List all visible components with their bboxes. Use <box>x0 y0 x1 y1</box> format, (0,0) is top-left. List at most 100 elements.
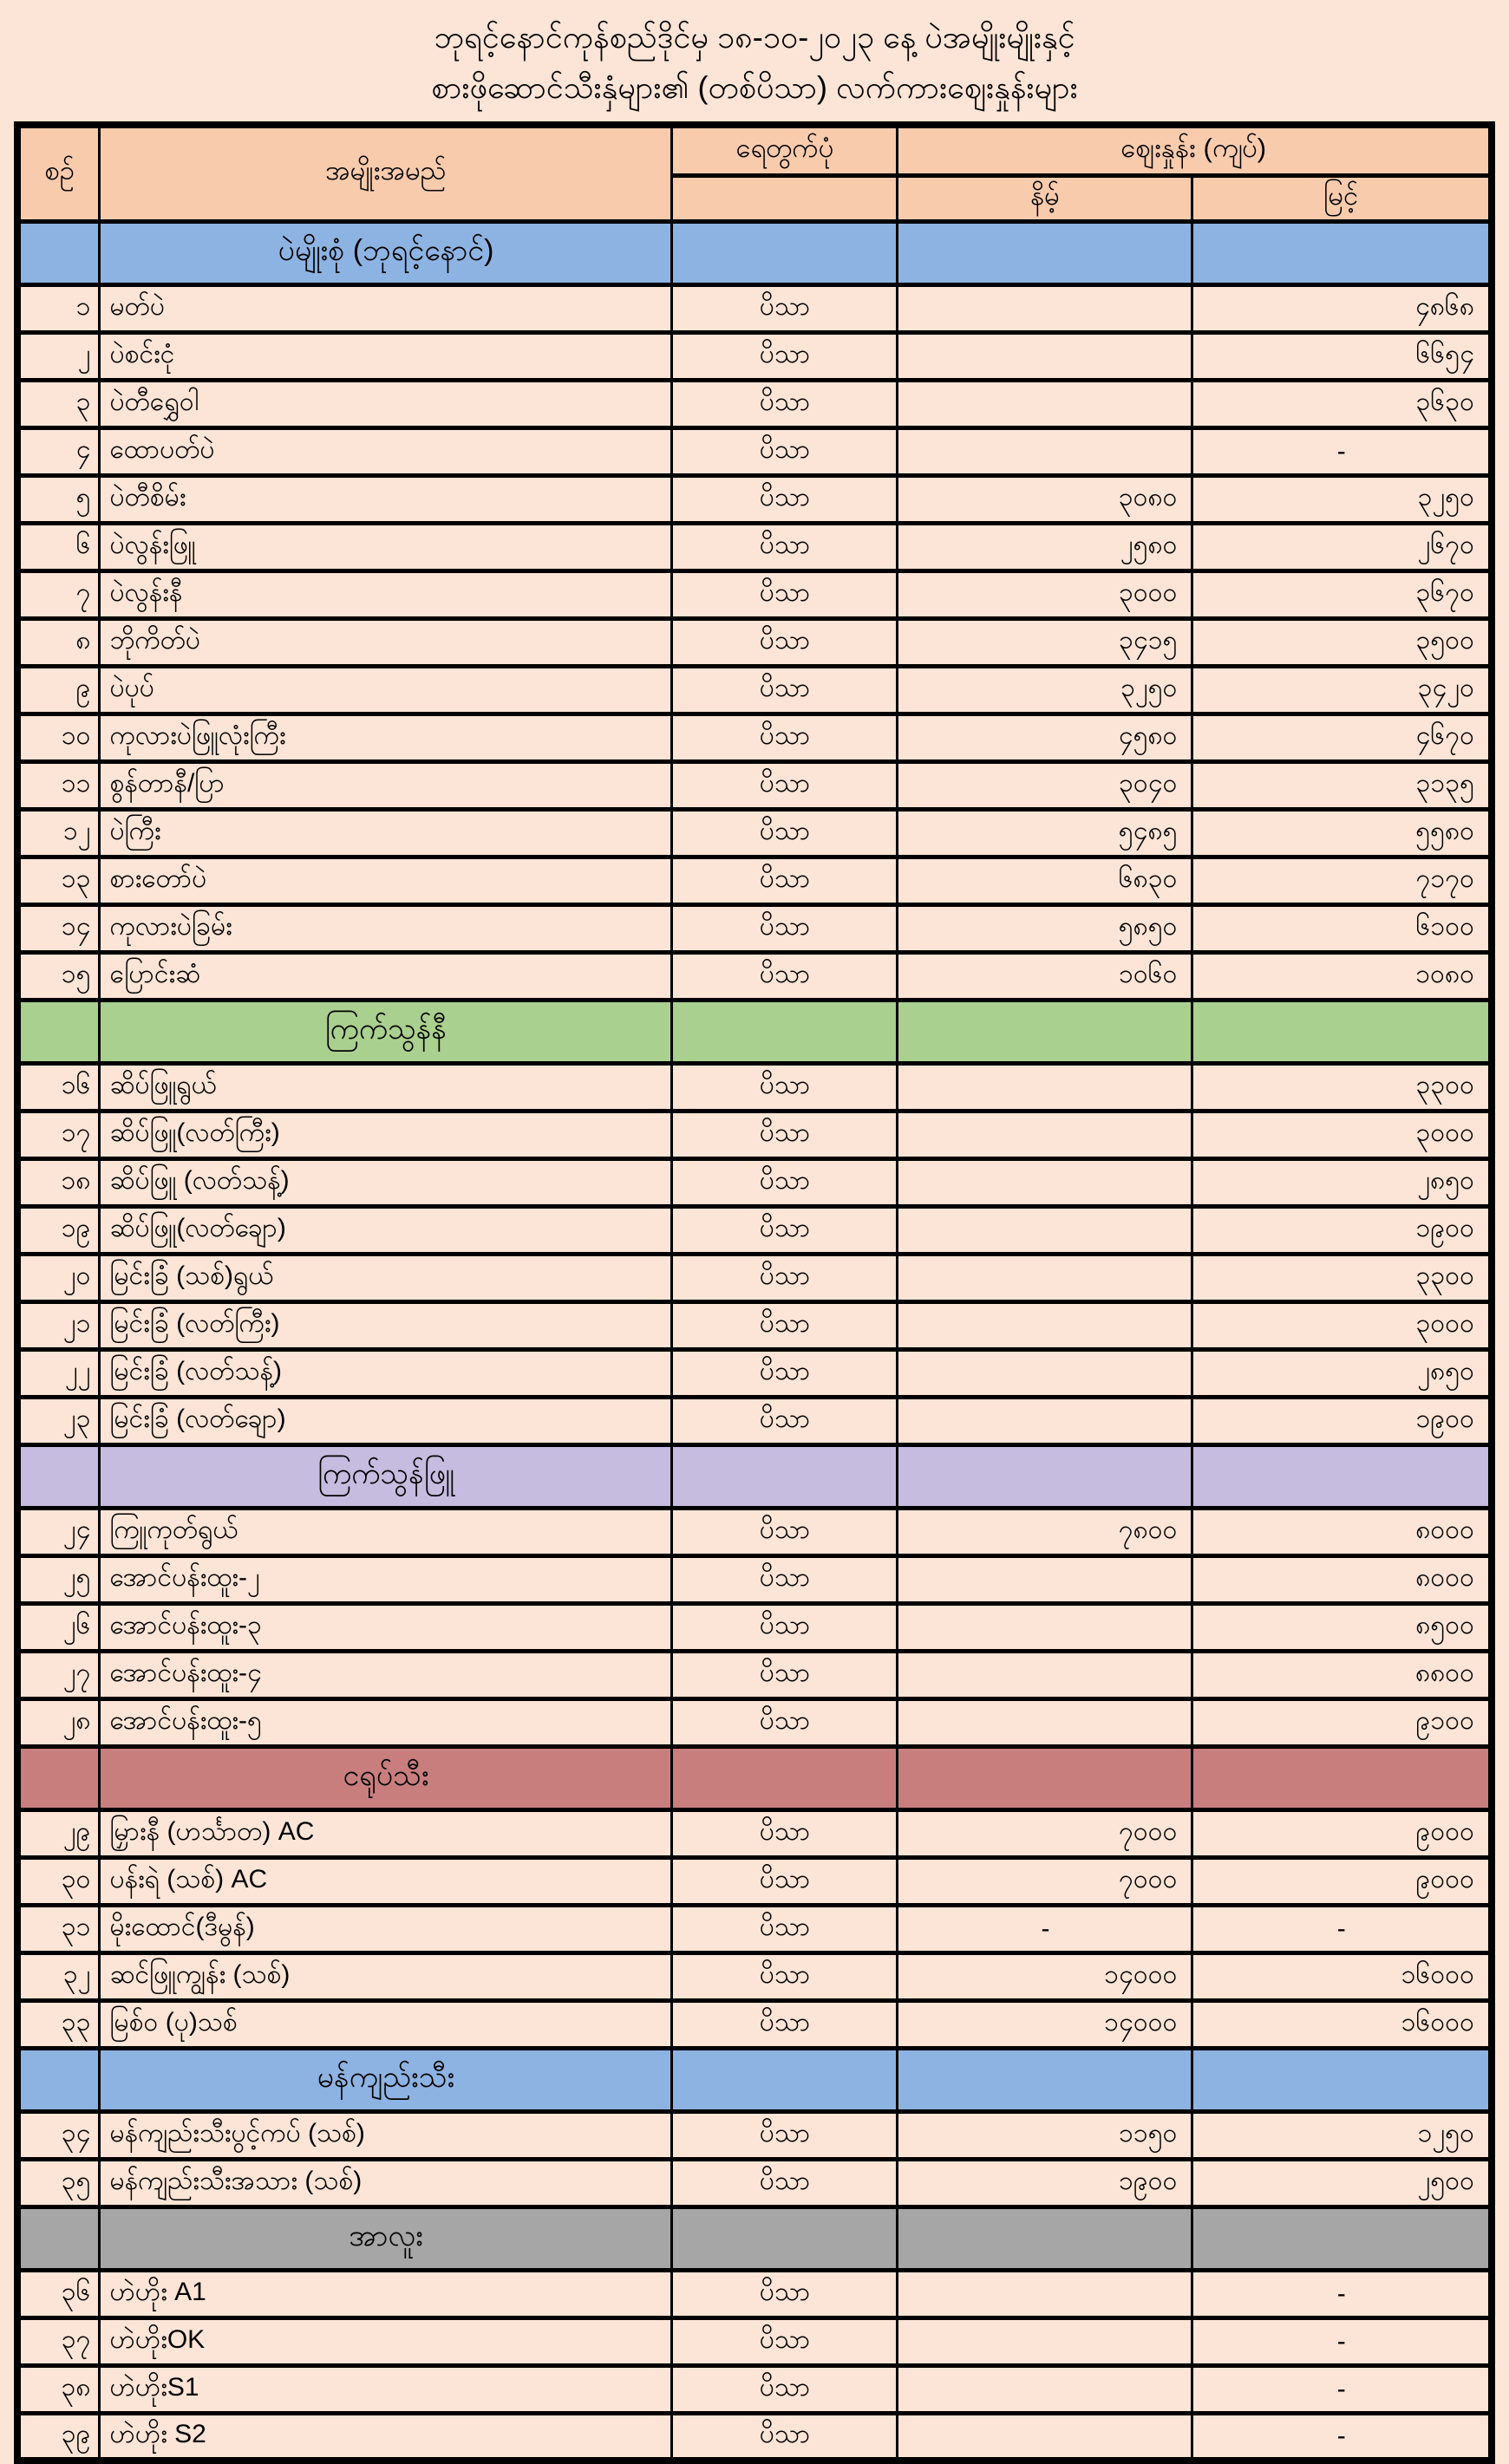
section-cell <box>16 1442 101 1510</box>
section-cell <box>1191 2045 1493 2114</box>
row-no: ၃၆ <box>16 2267 101 2320</box>
section-cell <box>1191 1442 1493 1510</box>
table-row: ၁၅ ပြောင်းဆံ ပိသာ ၁၀၆၀ ၁၀၈၀ <box>16 949 1493 1002</box>
row-low: - <box>896 1902 1194 1955</box>
table-row: ၁၁ စွန်တာနီ/ပြာ ပိသာ ၃၀၄၀ ၃၁၃၅ <box>16 759 1493 812</box>
row-name: အောင်ပန်းထူး-၃ <box>98 1600 674 1653</box>
row-name: မြင်းခြံ (သစ်)ရွယ် <box>98 1251 674 1304</box>
row-low <box>896 2315 1194 2368</box>
row-unit: ပိသာ <box>670 1346 899 1399</box>
table-row: ၃၈ ဟဲဟိုးS1 ပိသာ - <box>16 2363 1493 2415</box>
table-row: ၅ပဲတီစိမ်း ပိသာ ၃၀၈၀ ၃၂၅၀ <box>16 473 1493 525</box>
table-body: ပဲမျိုးစုံ (ဘုရင့်နောင်) ၁မတ်ပဲ ပိသာ ၄၈၆၈၂ပ… <box>16 218 1493 2463</box>
row-name: မန်ကျည်းသီးအသား (သစ်) <box>98 2156 674 2209</box>
row-high: ၃၅၀၀ <box>1191 616 1493 668</box>
table-row: ၂၅ အောင်ပန်းထူး-၂ ပိသာ ၈၀၀၀ <box>16 1553 1493 1606</box>
row-low: ၁၁၅၀ <box>896 2109 1194 2161</box>
row-name: မြှားနီ (ဟင်္သာတ) AC <box>98 1807 674 1860</box>
row-no: ၁၀ <box>16 711 101 764</box>
row-unit: ပိသာ <box>670 663 899 716</box>
row-no: ၃၁ <box>16 1902 101 1955</box>
header-col-name: အမျိုးအမည် <box>98 122 674 224</box>
row-low <box>896 2410 1194 2463</box>
row-unit: ပိသာ <box>670 1108 899 1161</box>
row-no: ၂၄ <box>16 1505 101 1558</box>
row-name: ဆိပ်ဖြူ(လတ်ချော) <box>98 1203 674 1256</box>
row-name: မန်ကျည်းသီးပွင့်ကပ် (သစ်) <box>98 2109 674 2161</box>
row-no: ၉ <box>16 663 101 716</box>
row-no: ၁၆ <box>16 1060 101 1113</box>
row-name: ထောပတ်ပဲ <box>98 425 674 478</box>
row-unit: ပိသာ <box>670 1600 899 1653</box>
row-low: ၃၂၅၀ <box>896 663 1194 716</box>
row-high: ၉၁၀၀ <box>1191 1696 1493 1749</box>
table-row: ၄ထောပတ်ပဲ ပိသာ - <box>16 425 1493 478</box>
row-high: ၁၉၀၀ <box>1191 1394 1493 1447</box>
row-name: မြင်းခြံ (လတ်ကြီး) <box>98 1299 674 1352</box>
row-low: ၁၄၀၀၀ <box>896 1950 1194 2003</box>
row-unit: ပိသာ <box>670 1299 899 1352</box>
row-low <box>896 1251 1194 1304</box>
row-no: ၁၁ <box>16 759 101 812</box>
row-no: ၁၇ <box>16 1108 101 1161</box>
row-high: ၂၆၇၀ <box>1191 520 1493 573</box>
row-unit: ပိသာ <box>670 1505 899 1558</box>
row-no: ၄ <box>16 425 101 478</box>
row-low: ၄၅၈၀ <box>896 711 1194 764</box>
row-name: ကုလားပဲဖြူလုံးကြီး <box>98 711 674 764</box>
row-name: ဘိုကိတ်ပဲ <box>98 616 674 668</box>
header-row-bottom: နိမ့် မြင့် <box>17 173 1493 224</box>
row-high: - <box>1191 2315 1493 2368</box>
section-cell <box>896 997 1194 1066</box>
row-high: - <box>1191 425 1493 478</box>
row-unit: ပိသာ <box>670 2410 899 2463</box>
row-low <box>896 425 1194 478</box>
table-row: ၃၇ ဟဲဟိုးOK ပိသာ - <box>16 2315 1493 2368</box>
row-no: ၃၉ <box>16 2410 101 2463</box>
row-no: ၂၅ <box>16 1553 101 1606</box>
table-header: စဉ် အမျိုးအမည် ရေတွက်ပုံ ဈေးနှုန်း (ကျပ်… <box>16 122 1493 224</box>
row-no: ၃၈ <box>16 2363 101 2415</box>
page-title-line-1: ဘုရင့်နောင်ကုန်စည်ဒိုင်မှ ၁၈-၁၀-၂၀၂၃ နေ့… <box>434 19 1075 55</box>
row-low <box>896 282 1194 335</box>
row-name: ပဲလွန်းနီ <box>98 568 674 621</box>
row-name: ဆိပ်ဖြူရွယ် <box>98 1060 674 1113</box>
row-high: ၆၆၅၄ <box>1191 329 1493 382</box>
header-col-no: စဉ် <box>16 122 101 224</box>
row-low: ၁၄၀၀၀ <box>896 1998 1194 2050</box>
row-low <box>896 329 1194 382</box>
table-row: ၈ဘိုကိတ်ပဲ ပိသာ ၃၄၁၅ ၃၅၀၀ <box>16 616 1493 668</box>
section-cell <box>896 1442 1194 1510</box>
row-low <box>896 1648 1194 1701</box>
row-high: ၃၁၃၅ <box>1191 759 1493 812</box>
table-row: ၆ပဲလွန်းဖြူ ပိသာ ၂၅၈၀ ၂၆၇၀ <box>16 520 1493 573</box>
table-row: ၁၄ ကုလားပဲခြမ်း ပိသာ ၅၈၅၀ ၆၁၀၀ <box>16 902 1493 955</box>
row-no: ၁၉ <box>16 1203 101 1256</box>
row-unit: ပိသာ <box>670 2156 899 2209</box>
section-cell <box>896 1744 1194 1812</box>
row-high: ၃၀၀၀ <box>1191 1299 1493 1352</box>
row-unit: ပိသာ <box>670 949 899 1002</box>
section-cell <box>670 1442 899 1510</box>
table-row: ၂၃ မြင်းခြံ (လတ်ချော) ပိသာ ၁၉၀၀ <box>16 1394 1493 1447</box>
row-name: ကုလားပဲခြမ်း <box>98 902 674 955</box>
row-unit: ပိသာ <box>670 1902 899 1955</box>
row-no: ၁၃ <box>16 854 101 907</box>
row-low <box>896 2267 1194 2320</box>
row-high: ၃၃၀၀ <box>1191 1060 1493 1113</box>
row-high: ၉၀၀၀ <box>1191 1807 1493 1860</box>
row-low <box>896 1346 1194 1399</box>
price-table: စဉ် အမျိုးအမည် ရေတွက်ပုံ ဈေးနှုန်း (ကျပ်… <box>13 121 1495 2464</box>
section-cell <box>670 2204 899 2272</box>
section-cell <box>670 1744 899 1812</box>
page-title-line-2: စားဖိုဆောင်သီးနှံများ၏ (တစ်ပိသာ) လက်ကားဈ… <box>431 69 1078 105</box>
row-no: ၇ <box>16 568 101 621</box>
row-no: ၂၂ <box>16 1346 101 1399</box>
row-unit: ပိသာ <box>670 711 899 764</box>
row-high: ၈၅၀၀ <box>1191 1600 1493 1653</box>
row-unit: ပိသာ <box>670 1156 899 1209</box>
table-row: ၂ပဲစင်းငုံ ပိသာ ၆၆၅၄ <box>16 329 1493 382</box>
row-name: စားတော်ပဲ <box>98 854 674 907</box>
row-unit: ပိသာ <box>670 2315 899 2368</box>
row-no: ၁၂ <box>16 806 101 859</box>
